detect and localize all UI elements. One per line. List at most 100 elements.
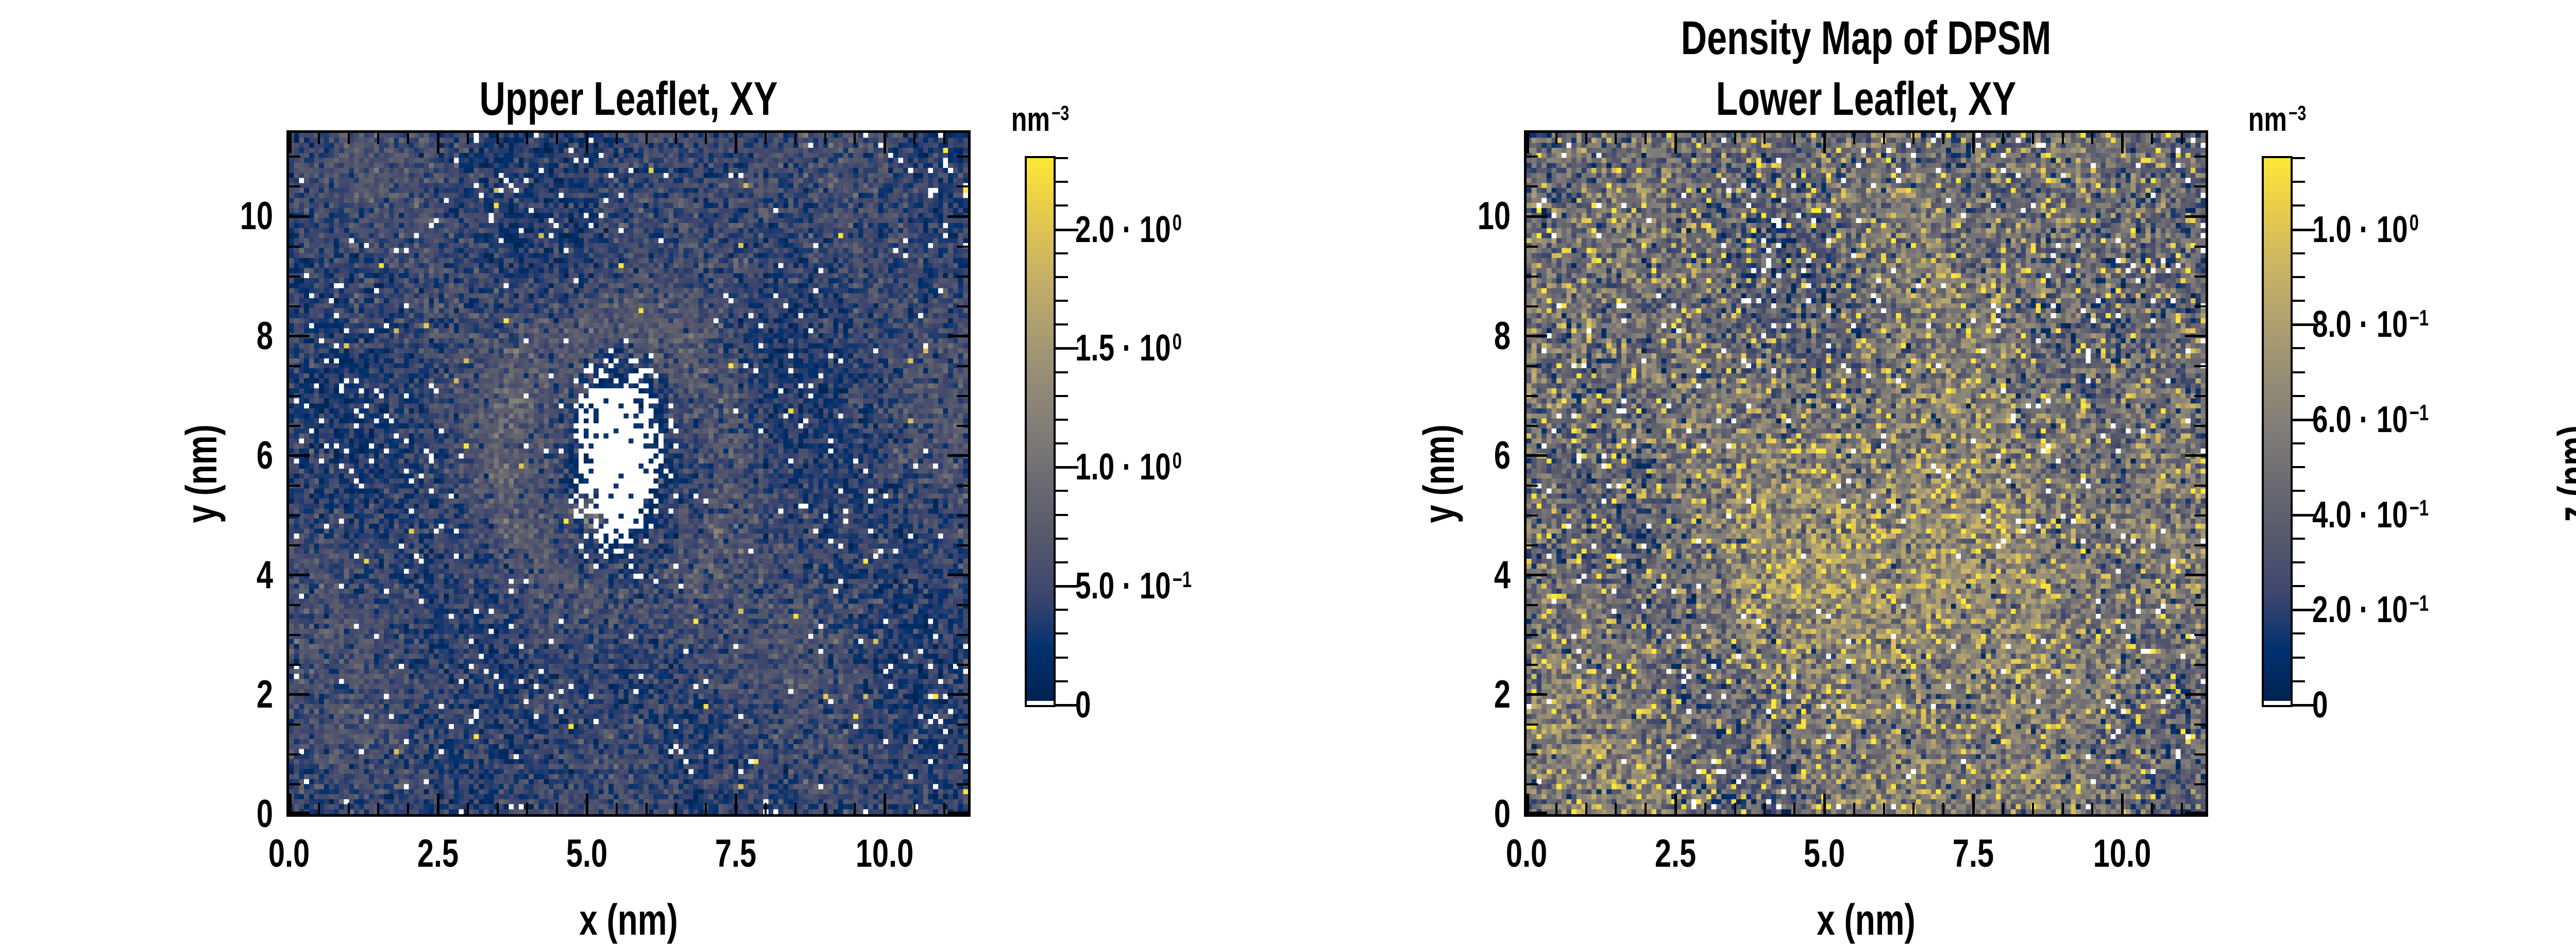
- colorbar-tick: [2291, 609, 2315, 612]
- colorbar-tick: [1054, 228, 1078, 231]
- axis-tick: [289, 185, 300, 188]
- colorbar-tick: [1054, 561, 1068, 563]
- y-tick-label: 2: [1494, 672, 1511, 716]
- colorbar-tick-label-exponent: −1: [1172, 567, 1192, 592]
- colorbar-tick: [1054, 347, 1078, 350]
- axis-tick: [957, 394, 968, 397]
- axis-tick: [1527, 454, 1547, 457]
- colorbar-tick: [2291, 204, 2305, 207]
- axis-tick: [957, 185, 968, 188]
- colorbar-unit-label-mantissa: nm: [1011, 100, 1050, 138]
- axis-tick: [289, 305, 300, 307]
- colorbar-tick-label: 1.0 · 100: [2312, 204, 2516, 255]
- axis-tick: [943, 133, 945, 144]
- axis-tick: [1527, 133, 1529, 153]
- axis-tick: [1527, 723, 1538, 726]
- colorbar-tick-label-mantissa: 1.0 · 10: [2312, 209, 2408, 250]
- colorbar-tick: [2291, 418, 2315, 421]
- colorbar-tick: [2291, 632, 2305, 635]
- axis-tick: [289, 335, 310, 338]
- axis-tick: [466, 803, 469, 814]
- axis-tick: [289, 794, 292, 814]
- colorbar-tick: [2291, 276, 2305, 278]
- axis-tick: [957, 753, 968, 755]
- axis-tick: [1764, 133, 1766, 144]
- x-tick-label: 10.0: [2093, 832, 2151, 875]
- axis-tick: [289, 514, 300, 517]
- colorbar-tick-label-mantissa: 5.0 · 10: [1075, 565, 1171, 607]
- axis-tick: [2061, 133, 2064, 144]
- axis-tick: [1734, 803, 1736, 814]
- colorbar-tick: [1054, 537, 1068, 540]
- x-axis-label-upper-leaflet-xy: x (nm): [579, 896, 678, 944]
- y-tick-label: 8: [1494, 314, 1511, 358]
- axis-tick: [1942, 133, 1945, 144]
- axis-tick: [289, 604, 300, 606]
- axis-tick: [957, 514, 968, 517]
- axis-tick: [289, 663, 300, 666]
- axis-tick: [289, 783, 300, 785]
- axis-tick: [1555, 803, 1557, 814]
- colorbar-tick: [2291, 228, 2315, 231]
- axis-tick: [675, 133, 677, 144]
- colorbar-tick-label-mantissa: 0: [1075, 684, 1091, 726]
- axis-tick: [289, 574, 310, 577]
- axis-tick: [407, 133, 410, 144]
- colorbar-tick: [2291, 561, 2305, 563]
- axis-tick: [289, 133, 292, 153]
- axis-tick: [947, 335, 968, 338]
- axis-tick: [2185, 454, 2206, 457]
- colorbar-tick: [2291, 252, 2305, 254]
- axis-tick: [526, 803, 529, 814]
- axis-tick: [1823, 794, 1826, 814]
- axis-tick: [2185, 812, 2206, 814]
- axis-tick: [2194, 365, 2206, 367]
- colorbar-tick-label-mantissa: 2.0 · 10: [1075, 209, 1171, 250]
- y-tick-label: 6: [1494, 433, 1511, 477]
- axis-tick: [289, 275, 300, 278]
- axis-tick: [526, 133, 529, 144]
- axis-tick: [824, 133, 826, 144]
- axis-tick: [1527, 335, 1547, 338]
- axis-tick: [2194, 305, 2206, 307]
- heatmap-canvas-upper-leaflet-xy: [289, 133, 968, 814]
- axis-tick: [1585, 133, 1587, 144]
- plot-lower-leaflet-xy: [1524, 130, 2208, 817]
- axis-tick: [2194, 663, 2206, 666]
- axis-tick: [947, 574, 968, 577]
- axis-tick: [1527, 783, 1538, 785]
- x-tick-label: 0.0: [268, 832, 310, 875]
- axis-tick: [1853, 803, 1855, 814]
- axis-tick: [466, 133, 469, 144]
- axis-tick: [883, 133, 886, 153]
- y-tick-label: 4: [1494, 553, 1511, 597]
- colorbar-tick-label-mantissa: 8.0 · 10: [2312, 304, 2408, 346]
- axis-tick: [347, 133, 350, 144]
- axis-tick: [289, 454, 310, 457]
- axis-tick: [947, 215, 968, 218]
- axis-tick: [794, 803, 796, 814]
- axis-tick: [824, 803, 826, 814]
- axis-tick: [883, 794, 886, 814]
- colorbar-tick: [1054, 204, 1068, 207]
- plot-upper-leaflet-xy: [286, 130, 971, 817]
- axis-tick: [957, 604, 968, 606]
- axis-tick: [556, 133, 558, 144]
- colorbar-tick: [1054, 323, 1068, 326]
- y-tick-label: −4: [2520, 758, 2576, 804]
- colorbar-lower-leaflet-xy: [2262, 156, 2293, 707]
- x-axis-label-lower-leaflet-xy: x (nm): [1817, 896, 1916, 944]
- axis-tick: [1942, 803, 1945, 814]
- axis-tick: [2121, 794, 2124, 814]
- axis-tick: [289, 484, 300, 487]
- x-tick-label: 5.0: [566, 832, 608, 875]
- colorbar-unit-label-exponent: −3: [1051, 102, 1070, 125]
- x-tick-label: 7.5: [1952, 832, 1994, 875]
- y-axis-label-upper-leaflet-xy: y (nm): [177, 424, 226, 523]
- colorbar-tick-label-mantissa: 1.5 · 10: [1075, 328, 1171, 369]
- colorbar-tick: [1054, 585, 1078, 588]
- y-axis-label-transversal-yz: z (nm): [2549, 425, 2576, 522]
- colorbar-zero-strip: [2264, 701, 2291, 705]
- colorbar-tick-label: 6.0 · 10−1: [2312, 394, 2516, 445]
